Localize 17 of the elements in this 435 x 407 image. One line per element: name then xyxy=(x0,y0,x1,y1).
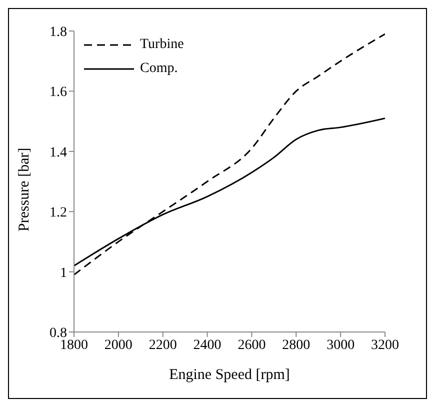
x-axis-title: Engine Speed [rpm] xyxy=(169,367,290,383)
legend-label: Turbine xyxy=(140,37,184,53)
x-tick-label: 2600 xyxy=(238,338,266,353)
x-tick-label: 3000 xyxy=(326,338,355,353)
x-tick-label: 2200 xyxy=(148,338,177,353)
x-tick-label: 3200 xyxy=(371,338,399,353)
x-tick-label: 2000 xyxy=(104,338,132,353)
y-tick-label: 1.8 xyxy=(50,24,67,40)
x-tick-label: 2800 xyxy=(282,338,310,353)
y-tick-label: 1.2 xyxy=(50,206,67,221)
y-tick-label: 1 xyxy=(60,266,67,281)
y-axis-title: Pressure [bar] xyxy=(16,148,32,232)
x-tick-label: 2400 xyxy=(193,338,222,353)
legend-label: Comp. xyxy=(140,61,178,77)
y-tick-label: 1.6 xyxy=(50,85,67,100)
y-tick-label: 1.4 xyxy=(50,145,67,160)
line-series xyxy=(74,33,385,276)
